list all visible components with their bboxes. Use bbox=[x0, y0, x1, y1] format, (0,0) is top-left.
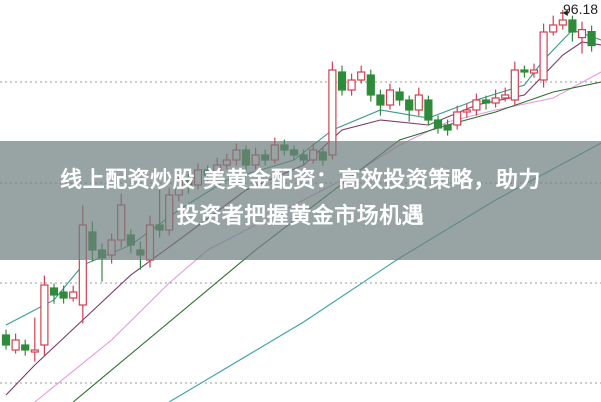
candle-up bbox=[577, 29, 587, 39]
candle-up bbox=[501, 94, 510, 99]
candle-up bbox=[510, 69, 519, 101]
candle-down bbox=[337, 71, 347, 91]
candle-down bbox=[59, 291, 68, 299]
candle-down bbox=[520, 69, 529, 73]
candle-down bbox=[21, 344, 30, 351]
candle-up bbox=[385, 89, 395, 106]
candle-down bbox=[49, 287, 59, 296]
candle-up bbox=[539, 31, 548, 81]
candle-down bbox=[443, 124, 452, 131]
candle-down bbox=[405, 99, 414, 111]
candle-down bbox=[433, 119, 443, 129]
candle-down bbox=[424, 99, 433, 121]
candle-up bbox=[357, 71, 366, 81]
candle-up bbox=[30, 349, 39, 353]
candle-up bbox=[491, 97, 500, 104]
candle-up bbox=[414, 94, 423, 111]
candle-down bbox=[395, 91, 404, 101]
candle-down bbox=[366, 74, 375, 96]
banner-title-line1: 线上配资炒股 美黄金配资：高效投资策略，助力 bbox=[60, 168, 541, 193]
candle-down bbox=[1, 334, 11, 346]
candle-down bbox=[376, 94, 385, 106]
candle-down bbox=[587, 31, 596, 47]
candle-up bbox=[462, 109, 471, 113]
candle-up bbox=[549, 24, 558, 33]
candle-up bbox=[558, 19, 567, 26]
banner-title-line2: 投资者把握黄金市场机遇 bbox=[176, 204, 425, 229]
arrow-left-icon bbox=[562, 10, 568, 16]
candle-up bbox=[69, 291, 78, 299]
candle-down bbox=[481, 99, 491, 104]
banner-title: 线上配资炒股 美黄金配资：高效投资策略，助力 投资者把握黄金市场机遇 bbox=[0, 141, 601, 235]
candle-up bbox=[529, 69, 539, 74]
candle-up bbox=[347, 79, 356, 91]
candle-up bbox=[11, 339, 20, 351]
candle-up bbox=[472, 99, 481, 111]
title-banner: 线上配资炒股 美黄金配资：高效投资策略，助力 投资者把握黄金市场机遇 bbox=[0, 141, 601, 260]
high-price-label: 96.18 bbox=[563, 1, 599, 17]
candle-up bbox=[40, 284, 49, 346]
candle-down bbox=[568, 19, 577, 33]
moving-average-line-2 bbox=[5, 41, 601, 396]
candle-up bbox=[453, 111, 462, 126]
